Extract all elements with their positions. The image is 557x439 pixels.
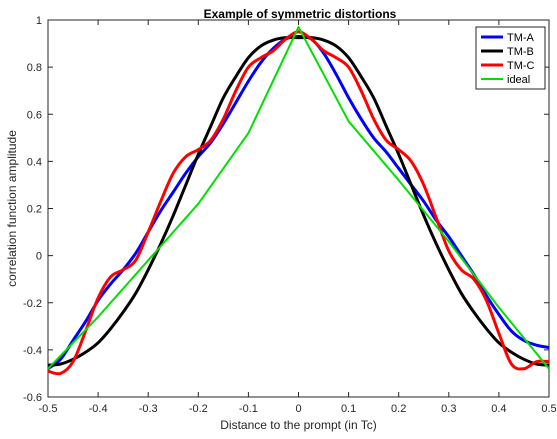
y-tick-label: -0.2 (23, 298, 42, 310)
y-tick-label: 0 (36, 251, 42, 263)
y-tick-label: 1 (36, 15, 42, 27)
x-tick-label: 0.4 (491, 403, 506, 415)
legend-label: TM-C (507, 60, 535, 72)
plot-area (47, 19, 550, 398)
legend-label: TM-A (507, 32, 535, 44)
series-line-ideal (47, 26, 550, 370)
y-tick-label: -0.4 (23, 345, 42, 357)
y-tick-label: 0.4 (27, 156, 42, 168)
x-tick-label: 0.3 (441, 403, 456, 415)
chart-title: Example of symmetric distortions (204, 7, 397, 21)
x-tick-label: -0.1 (239, 403, 258, 415)
legend-label: ideal (507, 74, 530, 86)
x-axis-label: Distance to the prompt (in Tc) (220, 418, 377, 432)
series-line-tm-b (47, 35, 550, 367)
ticks-layer: -0.5 -0.4 -0.3 -0.2 -0.1 0 0.1 0.2 0.3 0.4 0.5 -0.6… (23, 15, 557, 415)
x-tick-label: 0.1 (341, 403, 356, 415)
series-lines-layer (47, 26, 550, 376)
x-tick-label: -0.2 (189, 403, 208, 415)
y-tick-label: 0.8 (27, 62, 42, 74)
legend: TM-A TM-B TM-C ideal (475, 26, 546, 90)
x-tick-label: 0 (295, 403, 301, 415)
y-axis-label: correlation function amplitude (5, 130, 19, 287)
x-tick-label: 0.5 (541, 403, 556, 415)
y-tick-label: 0.2 (27, 204, 42, 216)
x-tick-label: -0.5 (39, 403, 58, 415)
x-tick-label: -0.4 (89, 403, 108, 415)
series-line-tm-c (47, 30, 550, 376)
x-tick-label: -0.3 (139, 403, 158, 415)
y-tick-label: 0.6 (27, 109, 42, 121)
legend-label: TM-B (507, 46, 534, 58)
x-tick-label: 0.2 (391, 403, 406, 415)
y-tick-label: -0.6 (23, 392, 42, 404)
